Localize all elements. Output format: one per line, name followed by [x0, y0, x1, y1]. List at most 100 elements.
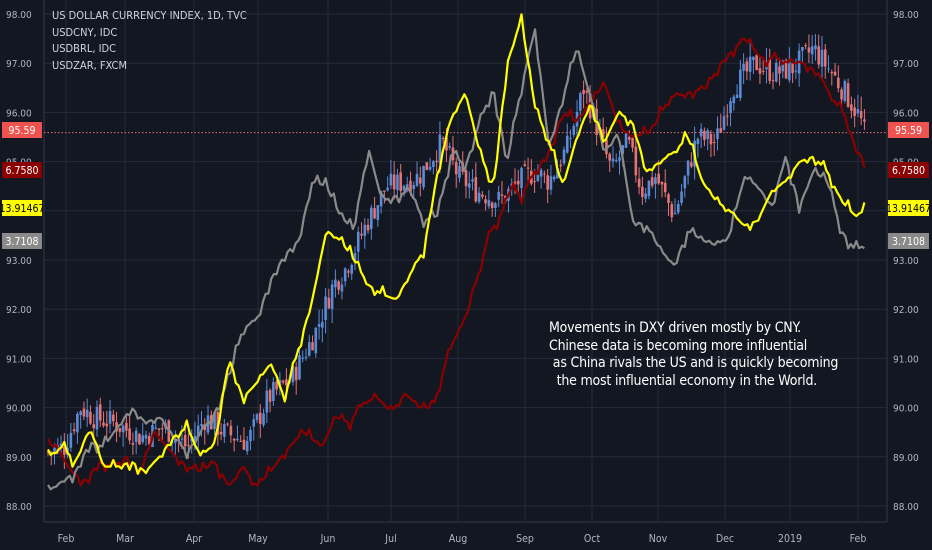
price-label-right: 95.59	[895, 125, 922, 137]
candle-body	[441, 138, 445, 140]
candle-body	[467, 183, 471, 188]
candle-body	[72, 429, 76, 432]
price-label-left: 95.59	[8, 125, 35, 137]
candle-body	[428, 166, 432, 170]
candle-body	[771, 80, 775, 82]
candle-body	[676, 204, 680, 213]
x-tick-label: Sep	[516, 533, 534, 545]
candle-body	[69, 432, 73, 448]
candle-body	[494, 203, 497, 208]
candle-body	[445, 136, 448, 151]
legend-item-usdbrl: USDBRL, IDC	[52, 42, 117, 55]
candle-body	[680, 191, 683, 203]
candle-body	[490, 202, 494, 209]
legend-item-usdzar: USDZAR, FXCM	[52, 58, 127, 72]
candle-body	[464, 170, 468, 187]
candle-body	[291, 365, 295, 383]
price-label-left: 13.91467	[0, 203, 45, 215]
candle-body	[837, 77, 840, 89]
candle-body	[134, 430, 138, 442]
candle-body	[654, 177, 657, 185]
candle-body	[356, 231, 360, 252]
candle-body	[830, 72, 834, 74]
candle-body	[144, 435, 148, 439]
candle-body	[670, 204, 674, 218]
candle-body	[121, 425, 125, 433]
candle-body	[317, 323, 321, 327]
price-label-right-bg	[888, 200, 929, 216]
candle-body	[275, 381, 278, 390]
candle-body	[614, 160, 618, 162]
candle-body	[526, 167, 530, 169]
y-tick-label-right: 97.00	[893, 59, 919, 70]
x-tick-label: Jul	[384, 533, 396, 545]
candle-body	[471, 179, 474, 182]
candle-body	[761, 70, 765, 72]
candle-body	[415, 173, 419, 186]
candle-body	[523, 164, 527, 166]
y-tick-label-left: 96.00	[6, 108, 32, 119]
candle-body	[549, 176, 553, 190]
candle-body	[817, 46, 821, 65]
candle-body	[781, 60, 785, 72]
candle-body	[438, 134, 442, 164]
candle-body	[98, 404, 102, 421]
candle-body	[366, 224, 370, 231]
candle-body	[63, 447, 66, 455]
candle-body	[200, 424, 203, 427]
x-tick-label: Aug	[449, 533, 467, 545]
candle-body	[183, 435, 187, 447]
candle-body	[389, 173, 393, 186]
candle-body	[794, 70, 798, 72]
candle-body	[353, 253, 357, 263]
y-tick-label-left: 91.00	[6, 354, 32, 365]
candle-body	[543, 173, 546, 175]
candle-body	[745, 61, 749, 72]
candle-body	[92, 424, 96, 429]
candle-body	[399, 172, 403, 192]
candle-body	[213, 413, 216, 430]
y-tick-label-right: 98.00	[893, 10, 919, 21]
candle-body	[347, 271, 350, 273]
candle-body	[432, 161, 435, 167]
y-tick-label-right: 89.00	[893, 453, 919, 464]
candle-body	[846, 83, 850, 107]
candle-body	[474, 177, 478, 202]
candle-body	[252, 419, 256, 427]
candle-body	[363, 224, 367, 236]
candle-body	[569, 138, 572, 140]
candle-body	[663, 182, 667, 193]
y-tick-label-right: 96.00	[893, 108, 919, 119]
candle-body	[788, 61, 791, 81]
y-tick-label-right: 91.00	[893, 354, 919, 365]
candle-body	[833, 71, 837, 76]
candle-body	[242, 439, 246, 450]
candle-body	[755, 54, 758, 71]
candle-body	[820, 49, 824, 67]
candle-body	[268, 390, 272, 402]
candle-body	[487, 200, 491, 207]
candle-body	[301, 357, 305, 359]
candle-body	[500, 194, 504, 196]
price-label-right: 13.91467	[886, 203, 931, 215]
candle-body	[49, 452, 53, 454]
candle-body	[340, 284, 344, 292]
candle-body	[448, 146, 451, 148]
candle-body	[115, 422, 118, 432]
candle-body	[281, 380, 285, 383]
candle-body	[239, 440, 242, 442]
candle-body	[823, 49, 827, 67]
candle-body	[262, 413, 265, 425]
candle-body	[409, 180, 412, 193]
candle-body	[458, 166, 461, 178]
y-tick-label-left: 88.00	[6, 502, 32, 513]
x-tick-label: Mar	[116, 533, 134, 545]
price-label-left-bg	[2, 200, 42, 216]
candle-body	[703, 130, 706, 140]
candle-body	[128, 428, 131, 441]
candle-body	[376, 205, 380, 220]
candle-body	[272, 382, 275, 401]
candle-body	[608, 153, 612, 161]
candle-body	[673, 212, 677, 215]
